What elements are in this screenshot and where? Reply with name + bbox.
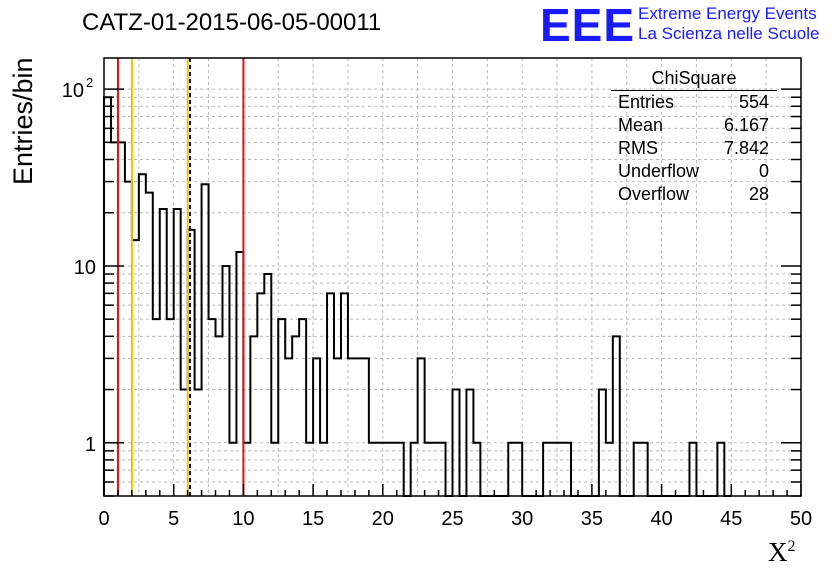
stats-value: 0 bbox=[758, 161, 769, 181]
eee-logo-text: Extreme Energy Events La Scienza nelle S… bbox=[638, 4, 819, 44]
reference-lines bbox=[116, 58, 245, 496]
x-tick-label: 25 bbox=[441, 508, 463, 530]
stats-row-rms: RMS 7.842 bbox=[611, 137, 777, 160]
x-axis-ticks: 0 5 10 15 20 25 30 35 40 45 50 bbox=[98, 484, 812, 530]
stats-row-entries: Entries 554 bbox=[611, 91, 777, 114]
stats-row-overflow: Overflow 28 bbox=[611, 183, 777, 206]
chart-title: CATZ-01-2015-06-05-00011 bbox=[82, 9, 382, 36]
y-axis-label: Entries/bin bbox=[8, 57, 38, 185]
stats-box: ChiSquare Entries 554 Mean 6.167 RMS 7.842 … bbox=[611, 67, 777, 206]
x-axis-label: X2 bbox=[768, 537, 796, 568]
eee-logo-mark: EEE bbox=[540, 0, 636, 51]
x-axis-label-base: X bbox=[768, 537, 788, 567]
stats-label: Underflow bbox=[618, 161, 700, 181]
x-tick-label: 50 bbox=[790, 508, 812, 530]
stats-label: Overflow bbox=[618, 184, 690, 204]
x-tick-label: 30 bbox=[511, 508, 533, 530]
x-axis-label-sup: 2 bbox=[787, 538, 796, 555]
x-tick-label: 5 bbox=[168, 508, 179, 530]
x-tick-label: 45 bbox=[720, 508, 742, 530]
stats-box-title: ChiSquare bbox=[611, 67, 777, 91]
y-tick-label: 10 bbox=[62, 80, 84, 102]
stats-value: 554 bbox=[738, 92, 769, 112]
x-tick-label: 20 bbox=[372, 508, 394, 530]
logo-line-2: La Scienza nelle Scuole bbox=[638, 24, 820, 43]
histogram-outline bbox=[103, 96, 732, 497]
stats-value: 28 bbox=[748, 184, 769, 204]
histogram-bins bbox=[103, 96, 732, 497]
stats-row-underflow: Underflow 0 bbox=[611, 160, 777, 183]
stats-label: RMS bbox=[618, 138, 658, 158]
y-tick-label: 1 bbox=[85, 434, 96, 456]
y-tick-label-sup: 2 bbox=[86, 75, 93, 90]
stats-row-mean: Mean 6.167 bbox=[611, 114, 777, 137]
logo-line-1: Extreme Energy Events bbox=[638, 4, 817, 23]
stats-value: 7.842 bbox=[723, 138, 769, 158]
y-tick-label: 10 bbox=[74, 257, 96, 279]
x-tick-label: 35 bbox=[581, 508, 603, 530]
stats-value: 6.167 bbox=[723, 115, 769, 135]
stats-label: Mean bbox=[618, 115, 664, 135]
x-tick-label: 40 bbox=[650, 508, 672, 530]
stats-label: Entries bbox=[618, 92, 675, 112]
x-tick-label: 15 bbox=[302, 508, 324, 530]
x-tick-label: 0 bbox=[98, 508, 109, 530]
x-tick-label: 10 bbox=[232, 508, 254, 530]
